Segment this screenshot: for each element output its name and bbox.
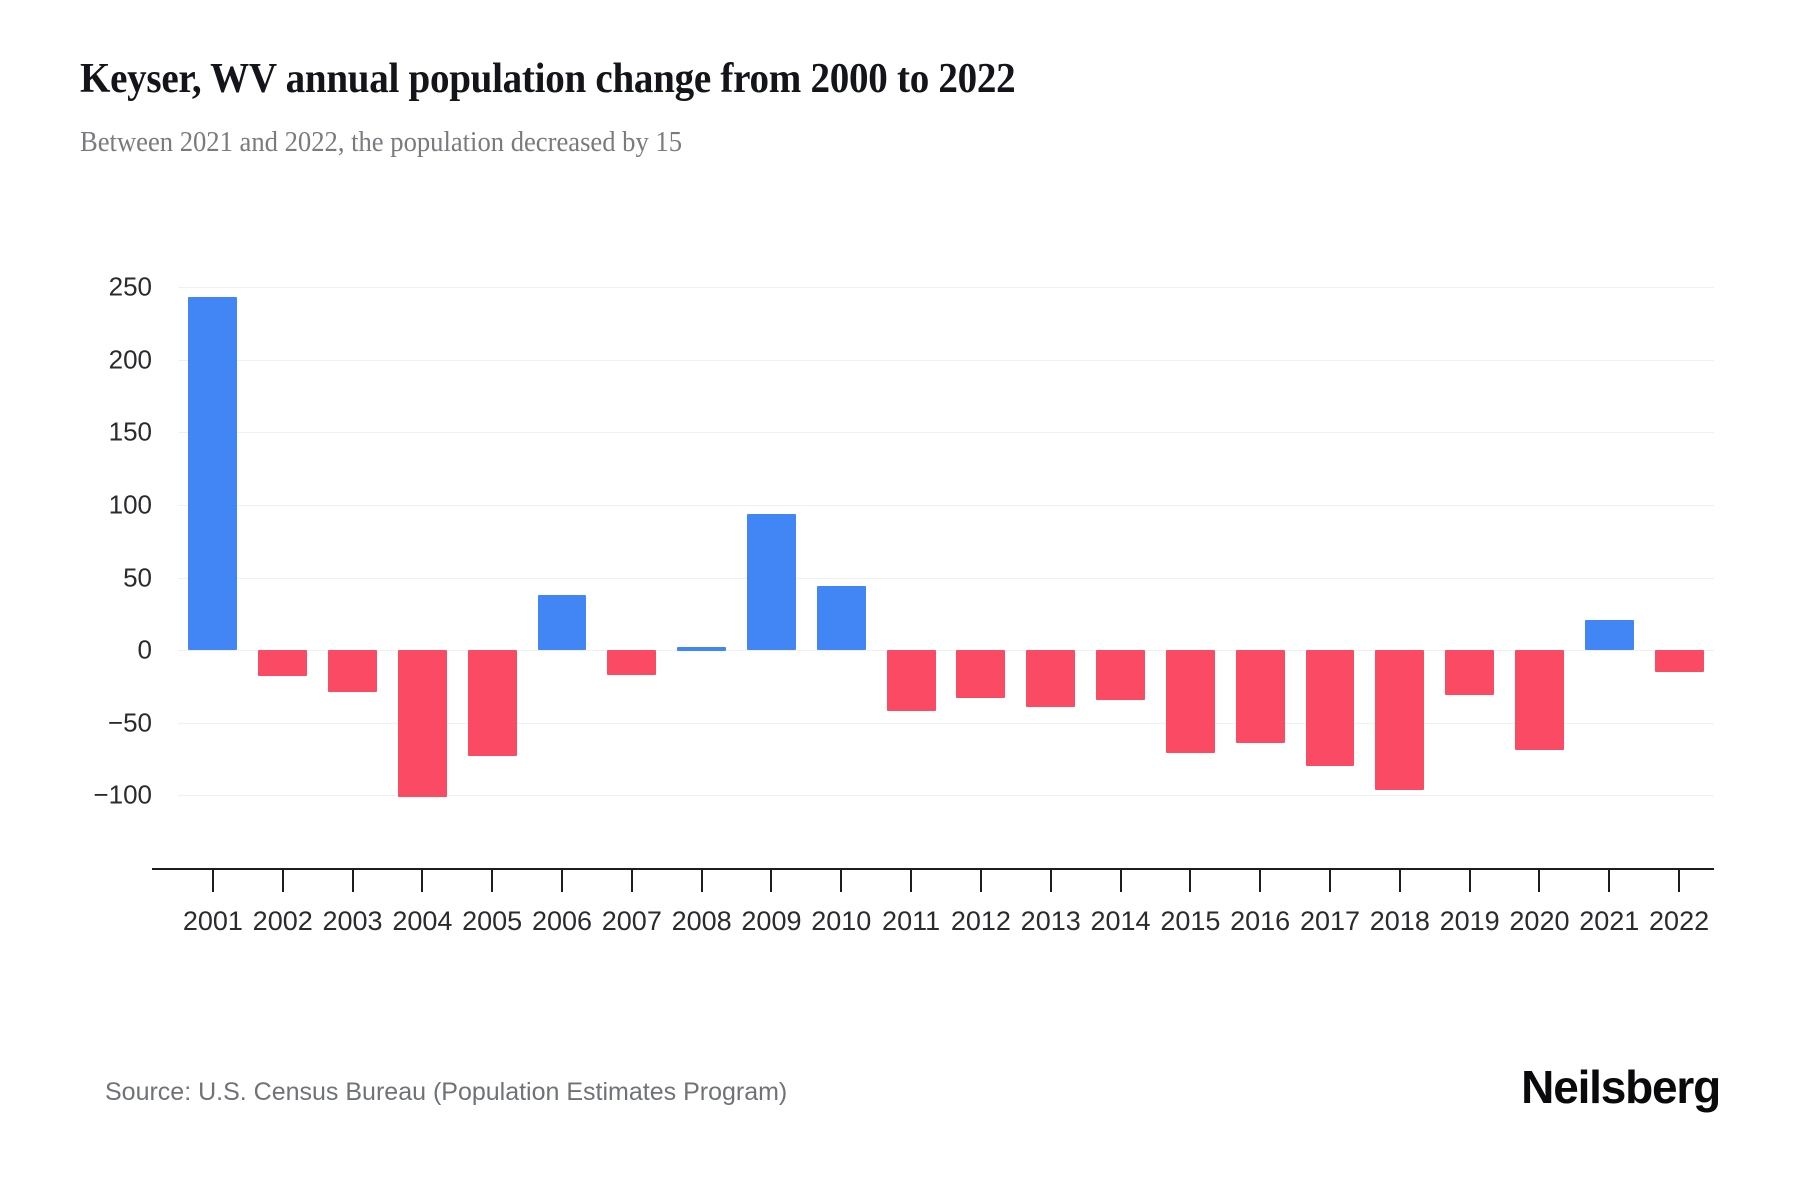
y-axis-tick-label: 150 [108,416,152,447]
bar-2012[interactable] [956,650,1006,699]
bar-2018[interactable] [1375,650,1425,790]
grid-line [178,359,1714,361]
bar-series [178,287,1714,868]
x-axis-tick-label: 2002 [252,906,313,936]
chart-subtitle: Between 2021 and 2022, the population de… [80,127,683,158]
x-axis-tick-mark [1049,868,1052,892]
x-axis-tick-label: 2014 [1090,906,1151,936]
bar-2010[interactable] [816,586,866,651]
x-axis-tick-mark [700,868,703,892]
y-axis-tick-label: 0 [137,634,152,665]
bar-2006[interactable] [537,594,587,651]
page-title: Keyser, WV annual population change from… [80,56,1016,102]
x-axis-tick-label: 2006 [531,906,593,936]
grid-line [178,504,1714,506]
x-axis-tick-mark [630,868,633,892]
x-axis-tick-label: 2010 [811,906,872,936]
x-axis-line [152,868,1714,870]
bar-2009[interactable] [747,513,796,651]
bar-2022[interactable] [1654,650,1704,672]
source-note: Source: U.S. Census Bureau (Population E… [105,1078,788,1106]
x-axis-tick-mark [1398,868,1401,892]
x-axis-tick-label: 2004 [392,906,453,936]
bar-2014[interactable] [1096,650,1145,700]
x-axis-tick-label: 2001 [182,906,243,936]
x-axis-tick-label: 2022 [1649,906,1710,936]
x-axis-tick-mark [840,868,843,892]
bar-2015[interactable] [1165,650,1215,754]
bar-2011[interactable] [886,650,936,712]
bar-2001[interactable] [188,297,238,651]
x-axis-tick-label: 2021 [1579,906,1640,936]
bar-2016[interactable] [1235,650,1285,744]
bar-2004[interactable] [397,650,447,797]
bar-2002[interactable] [258,650,308,677]
x-axis-tick-mark [910,868,913,892]
x-axis-tick-mark [1189,868,1192,892]
x-axis-tick-mark [1119,868,1122,892]
grid-line [178,287,1714,288]
x-axis-tick-mark [421,868,424,892]
x-axis-tick-label: 2009 [741,906,802,936]
bar-2008[interactable] [677,647,727,652]
y-axis-tick-label: 50 [123,562,152,592]
x-axis-tick-label: 2003 [322,906,383,936]
x-axis-tick-mark [979,868,982,892]
x-axis-tick-label: 2016 [1230,906,1291,936]
x-axis-labels: 2001 2002 2003 2004 2005 2006 2007 2008 2009 2010… [178,868,1714,978]
x-axis-tick-mark [1678,868,1681,892]
x-axis-tick-mark [770,868,773,892]
bar-2019[interactable] [1445,650,1495,696]
x-axis-tick-mark [1538,868,1541,892]
x-axis-tick-mark [561,868,563,892]
x-axis-tick-mark [491,868,494,892]
y-axis-tick-label: 250 [108,271,152,302]
y-axis-tick-label: −100 [93,779,152,810]
x-axis-tick-mark [1329,868,1331,892]
bar-2013[interactable] [1026,650,1076,707]
bar-2003[interactable] [328,650,377,693]
brand-logo: Neilsberg [1521,1061,1721,1113]
grid-line [178,650,1714,652]
grid-line [178,577,1714,579]
x-axis-tick-label: 2019 [1439,906,1500,936]
bar-2020[interactable] [1515,650,1564,751]
x-axis-tick-mark [211,868,214,892]
grid-line [178,432,1714,434]
grid-line [178,795,1714,797]
x-axis-tick-label: 2013 [1020,906,1081,936]
y-axis-tick-label: 100 [108,489,152,520]
x-axis-tick-mark [351,868,354,892]
x-axis-tick-label: 2020 [1509,906,1570,936]
x-axis-tick-label: 2005 [462,906,523,936]
bar-2017[interactable] [1305,650,1355,767]
x-axis-tick-label: 2015 [1160,906,1221,936]
x-axis-tick-label: 2012 [950,906,1011,936]
bar-2007[interactable] [607,650,657,675]
x-axis-tick-label: 2007 [601,906,662,936]
y-axis-tick-label: −50 [107,707,152,738]
x-axis-tick-mark [281,868,284,892]
bar-2021[interactable] [1584,619,1634,651]
x-axis-tick-label: 2017 [1299,906,1361,936]
x-axis-tick-mark [1468,868,1471,892]
y-axis-tick-label: 200 [108,344,152,375]
x-axis-tick-label: 2011 [882,906,941,936]
grid-line [178,722,1714,724]
bar-2005[interactable] [467,650,517,757]
x-axis-tick-mark [1608,868,1611,892]
x-axis-tick-label: 2018 [1369,906,1430,936]
plot-area [152,287,1714,870]
x-axis-tick-mark [1259,868,1262,892]
y-axis-labels: 250 200 150 100 50 0 −50 −100 [0,272,152,868]
x-axis-tick-label: 2008 [671,906,732,936]
